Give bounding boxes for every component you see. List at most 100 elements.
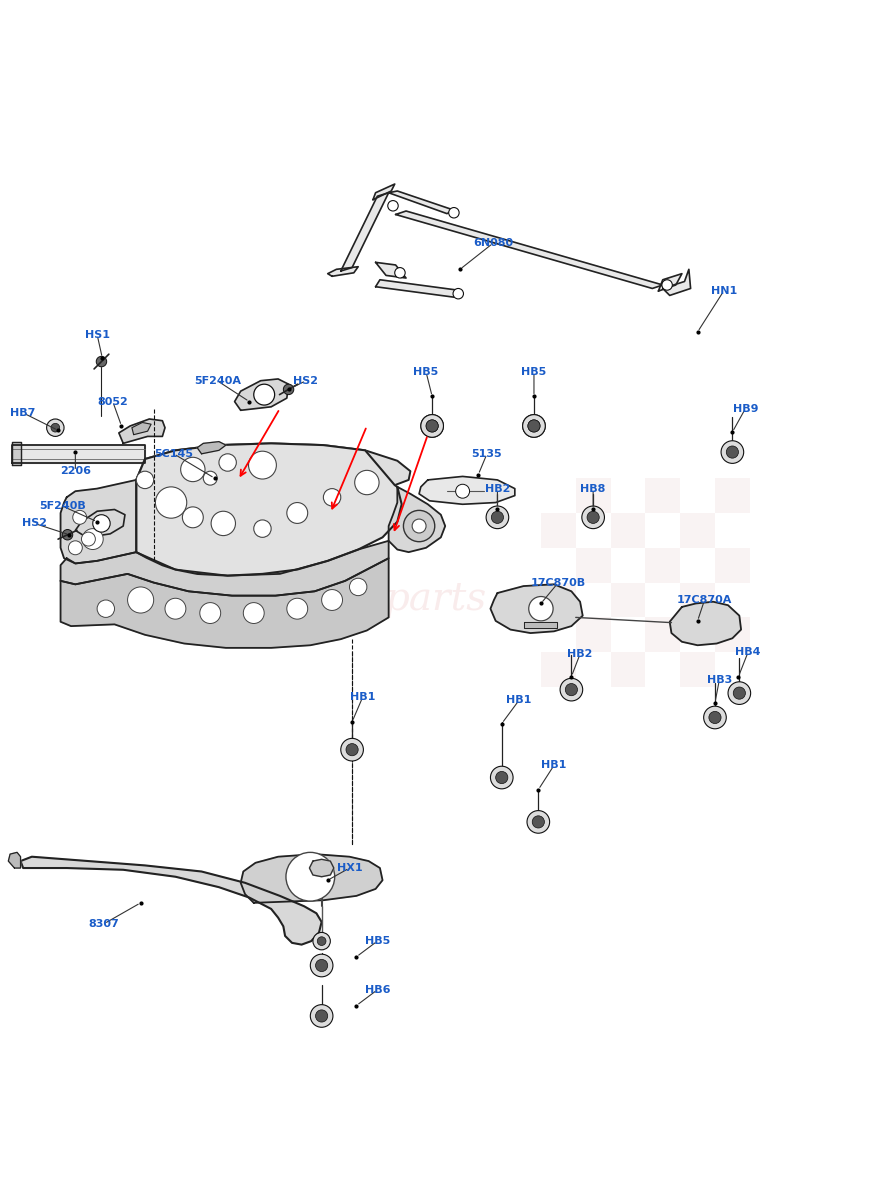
Polygon shape: [75, 510, 125, 538]
Bar: [715, 547, 750, 582]
Polygon shape: [197, 442, 226, 454]
Text: car: car: [245, 582, 308, 618]
Circle shape: [566, 684, 577, 696]
Bar: [645, 618, 680, 653]
Circle shape: [315, 960, 327, 972]
Circle shape: [254, 384, 275, 406]
Text: HB5: HB5: [365, 936, 390, 946]
Text: 5C145: 5C145: [155, 449, 193, 458]
Polygon shape: [491, 584, 582, 634]
Circle shape: [82, 529, 103, 550]
Circle shape: [68, 541, 82, 554]
Text: HB9: HB9: [732, 403, 758, 414]
Bar: [715, 618, 750, 653]
Circle shape: [560, 678, 582, 701]
Bar: [680, 512, 715, 547]
Circle shape: [704, 706, 726, 728]
Text: HB1: HB1: [506, 695, 532, 706]
Circle shape: [165, 599, 186, 619]
Circle shape: [426, 420, 438, 432]
Circle shape: [286, 852, 334, 901]
Text: parts: parts: [384, 582, 486, 618]
Polygon shape: [12, 442, 21, 466]
Text: HX1: HX1: [337, 863, 362, 874]
Bar: [610, 512, 645, 547]
Circle shape: [486, 506, 509, 529]
Polygon shape: [235, 379, 289, 410]
Text: 17C870B: 17C870B: [531, 577, 586, 588]
Text: HB5: HB5: [521, 367, 546, 377]
Circle shape: [219, 454, 237, 472]
Text: HB5: HB5: [414, 367, 438, 377]
Circle shape: [127, 587, 154, 613]
Circle shape: [81, 532, 95, 546]
Circle shape: [51, 424, 59, 432]
Bar: [541, 582, 575, 618]
Circle shape: [421, 415, 443, 437]
Circle shape: [456, 485, 470, 498]
Circle shape: [203, 472, 217, 485]
Bar: [541, 512, 575, 547]
Text: HB3: HB3: [707, 676, 732, 685]
Circle shape: [323, 488, 340, 506]
Text: 5F240A: 5F240A: [194, 376, 241, 385]
Circle shape: [581, 506, 604, 529]
Circle shape: [491, 767, 513, 788]
Circle shape: [97, 600, 114, 618]
Circle shape: [254, 520, 272, 538]
Circle shape: [284, 384, 294, 395]
Polygon shape: [395, 211, 663, 288]
Circle shape: [403, 510, 435, 541]
Circle shape: [527, 810, 550, 833]
Text: HB1: HB1: [350, 692, 375, 702]
Text: 5135: 5135: [471, 449, 502, 458]
Circle shape: [721, 440, 744, 463]
Circle shape: [529, 596, 553, 620]
Polygon shape: [327, 266, 358, 276]
Bar: [645, 478, 680, 512]
Circle shape: [354, 470, 379, 494]
Circle shape: [421, 415, 443, 437]
Polygon shape: [136, 478, 175, 558]
Circle shape: [726, 446, 739, 458]
Polygon shape: [670, 601, 741, 646]
Circle shape: [321, 589, 342, 611]
Circle shape: [449, 208, 459, 218]
Polygon shape: [388, 191, 454, 214]
Circle shape: [346, 744, 358, 756]
Circle shape: [310, 1004, 333, 1027]
Circle shape: [249, 451, 277, 479]
Circle shape: [315, 1010, 327, 1022]
Circle shape: [313, 932, 330, 950]
Circle shape: [72, 510, 86, 524]
Bar: [715, 478, 750, 512]
Bar: [575, 547, 610, 582]
Circle shape: [62, 529, 72, 540]
Bar: [610, 653, 645, 688]
Circle shape: [587, 511, 599, 523]
Bar: [610, 582, 645, 618]
Text: HB2: HB2: [485, 484, 510, 493]
Text: HB4: HB4: [735, 647, 760, 658]
Polygon shape: [309, 859, 333, 877]
Circle shape: [728, 682, 751, 704]
Circle shape: [287, 599, 307, 619]
Circle shape: [136, 472, 154, 488]
Circle shape: [155, 487, 187, 518]
Text: 17C870A: 17C870A: [677, 595, 732, 605]
Circle shape: [453, 288, 464, 299]
Polygon shape: [375, 263, 406, 278]
Bar: [575, 618, 610, 653]
Polygon shape: [134, 443, 410, 491]
Text: HS2: HS2: [22, 518, 47, 528]
Circle shape: [340, 738, 363, 761]
Polygon shape: [340, 193, 388, 271]
Circle shape: [181, 457, 205, 481]
Text: HS1: HS1: [85, 330, 110, 340]
Circle shape: [287, 503, 307, 523]
Circle shape: [523, 415, 546, 437]
Circle shape: [211, 511, 236, 535]
Bar: [541, 653, 575, 688]
Polygon shape: [136, 443, 402, 576]
Bar: [680, 582, 715, 618]
